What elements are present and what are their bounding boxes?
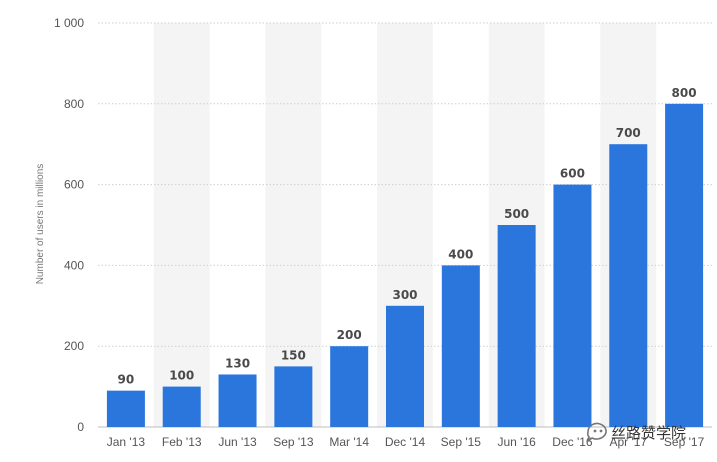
- x-tick-label: Apr '17: [609, 435, 647, 449]
- x-tick-label: Dec '16: [552, 435, 593, 449]
- x-tick-label: Jun '13: [218, 435, 257, 449]
- y-axis-ticks: 0 200 400 600 800 1 000: [54, 16, 84, 434]
- x-axis-ticks: Jan '13 Feb '13 Jun '13 Sep '13 Mar '14 Dec '…: [107, 435, 705, 449]
- data-label: 130: [225, 356, 250, 370]
- x-tick-label: Dec '14: [385, 435, 426, 449]
- x-tick-label: Sep '15: [441, 435, 482, 449]
- bar: [553, 184, 592, 427]
- bar: [106, 390, 145, 427]
- bar: [162, 386, 201, 427]
- data-label: 90: [118, 373, 135, 387]
- data-label: 100: [169, 369, 194, 383]
- bar: [218, 374, 257, 427]
- bar: [274, 366, 313, 427]
- watermark: 丝路赞学院: [586, 422, 686, 443]
- bar: [441, 265, 480, 427]
- data-labels: 90 100 130 150 200 300 400 500 600 700 800: [118, 86, 697, 387]
- y-axis-label: Number of users in millions: [35, 164, 46, 285]
- data-label: 150: [281, 348, 306, 362]
- x-tick-label: Jan '13: [107, 435, 146, 449]
- y-tick-label: 600: [64, 178, 84, 192]
- data-label: 700: [616, 126, 641, 140]
- band-1: [153, 23, 210, 427]
- watermark-text: 丝路赞学院: [611, 424, 686, 442]
- data-label: 400: [448, 247, 473, 261]
- band-3: [265, 23, 322, 427]
- y-tick-label: 400: [64, 258, 84, 272]
- bars: [106, 103, 704, 428]
- x-tick-label: Jun '16: [497, 435, 536, 449]
- data-label: 600: [560, 167, 585, 181]
- y-tick-label: 800: [64, 97, 84, 111]
- y-tick-label: 200: [64, 339, 84, 353]
- y-tick-label: 0: [77, 420, 84, 434]
- bar: [386, 305, 424, 427]
- x-tick-label: Sep '13: [273, 435, 314, 449]
- data-label: 500: [504, 207, 529, 221]
- data-label: 200: [337, 328, 362, 342]
- x-tick-label: Sep '17: [664, 435, 705, 449]
- data-label: 800: [672, 86, 697, 100]
- data-label: 300: [392, 288, 417, 302]
- x-tick-label: Mar '14: [329, 435, 369, 449]
- bar: [665, 103, 704, 428]
- x-tick-label: Feb '13: [162, 435, 202, 449]
- wechat-icon: [586, 422, 607, 443]
- y-tick-label: 1 000: [54, 16, 84, 30]
- bar: [609, 144, 648, 427]
- bar: [497, 225, 536, 427]
- bar: [330, 346, 369, 427]
